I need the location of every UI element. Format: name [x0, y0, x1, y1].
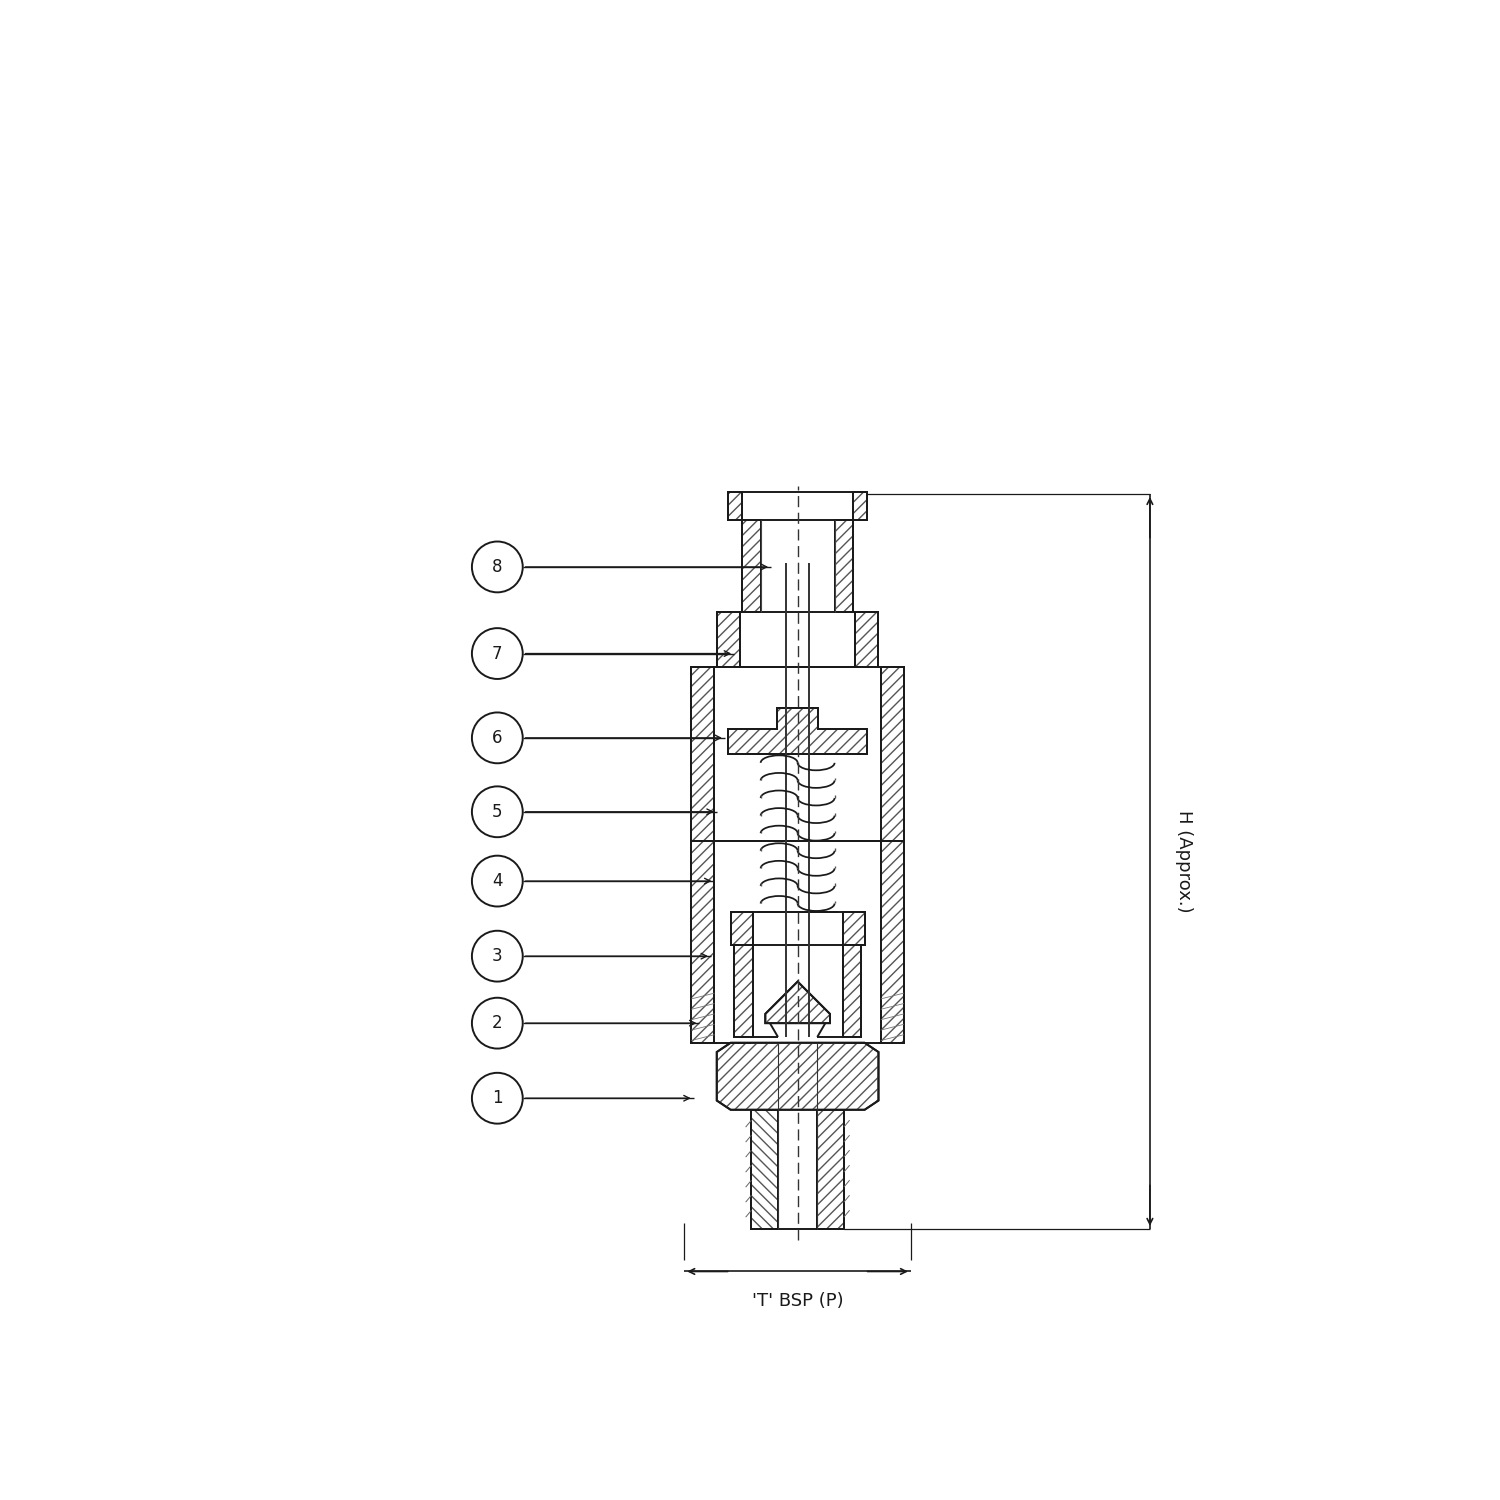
- Polygon shape: [692, 840, 714, 1042]
- Polygon shape: [729, 492, 742, 519]
- Polygon shape: [853, 492, 867, 519]
- Text: 5: 5: [492, 802, 502, 820]
- Circle shape: [472, 628, 522, 680]
- Polygon shape: [730, 912, 753, 945]
- Polygon shape: [717, 1042, 879, 1110]
- Text: 4: 4: [492, 871, 502, 889]
- Text: H (Approx.): H (Approx.): [1176, 810, 1194, 913]
- Text: 1: 1: [492, 1089, 502, 1107]
- Polygon shape: [843, 945, 861, 1036]
- Polygon shape: [765, 981, 830, 1023]
- Polygon shape: [843, 912, 864, 945]
- Polygon shape: [818, 1110, 844, 1228]
- Circle shape: [472, 1072, 522, 1124]
- Circle shape: [472, 542, 522, 592]
- Text: 2: 2: [492, 1014, 502, 1032]
- Circle shape: [472, 712, 522, 764]
- Circle shape: [472, 855, 522, 906]
- Polygon shape: [880, 840, 904, 1042]
- Polygon shape: [692, 668, 714, 840]
- Text: 8: 8: [492, 558, 502, 576]
- Polygon shape: [734, 945, 753, 1036]
- Circle shape: [472, 998, 522, 1048]
- Polygon shape: [742, 519, 760, 612]
- Polygon shape: [834, 519, 854, 612]
- Polygon shape: [729, 708, 867, 754]
- Text: 6: 6: [492, 729, 502, 747]
- Circle shape: [472, 786, 522, 837]
- Polygon shape: [752, 1110, 778, 1228]
- Polygon shape: [717, 612, 740, 668]
- Text: 'T' BSP (P): 'T' BSP (P): [752, 1293, 843, 1311]
- Polygon shape: [880, 668, 904, 840]
- Circle shape: [472, 930, 522, 981]
- Text: 3: 3: [492, 946, 502, 964]
- Text: 7: 7: [492, 645, 502, 663]
- Polygon shape: [855, 612, 879, 668]
